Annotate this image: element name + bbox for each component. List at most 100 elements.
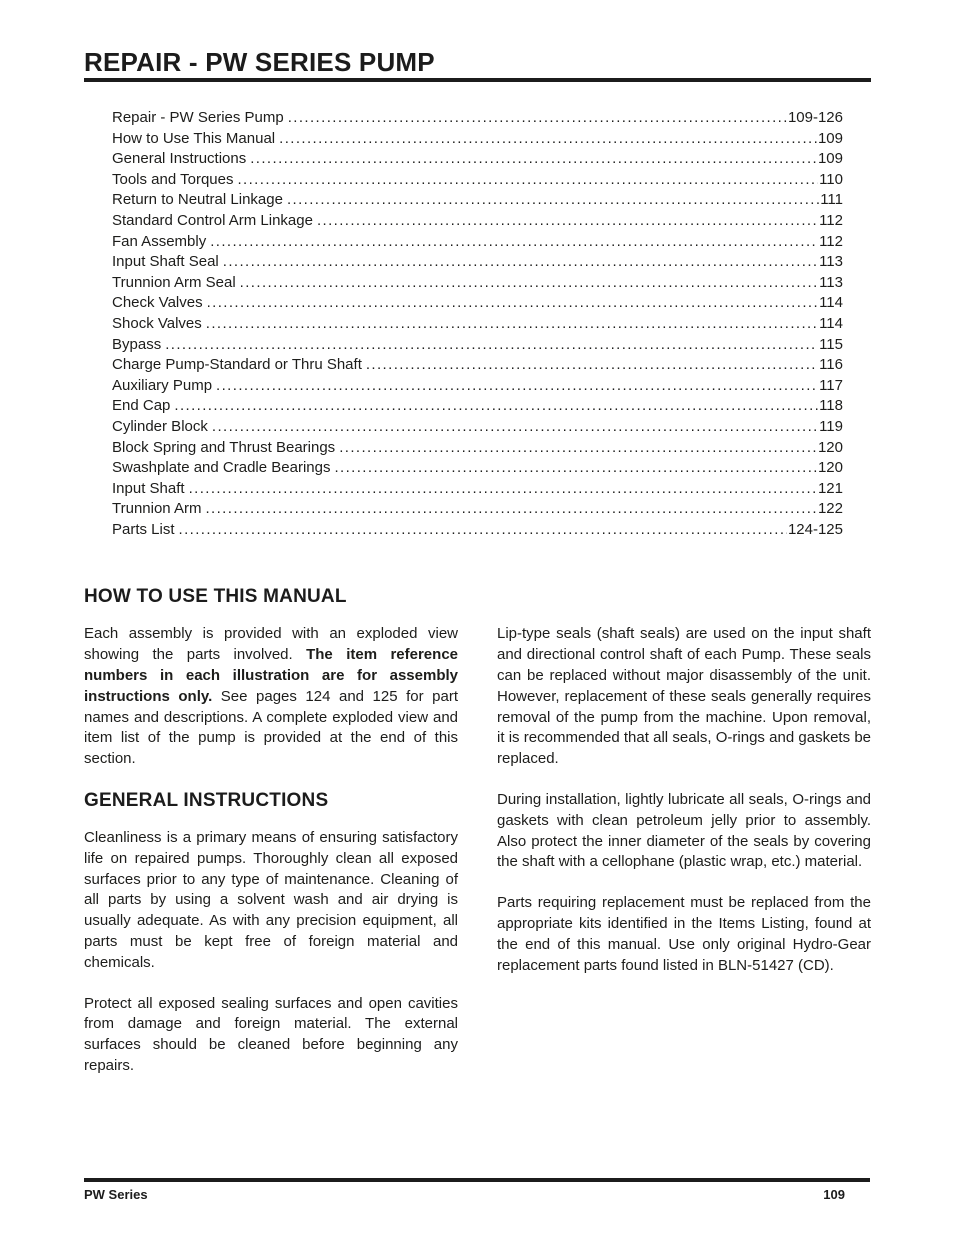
toc-row: Check Valves 114 — [112, 293, 843, 314]
right-column: Lip-type seals (shaft seals) are used on… — [497, 586, 871, 1096]
table-of-contents: Repair - PW Series Pump 109-126 How to U… — [112, 108, 843, 540]
toc-row: How to Use This Manual 109 — [112, 129, 843, 150]
toc-row: Block Spring and Thrust Bearings 120 — [112, 438, 843, 459]
body-columns: HOW TO USE THIS MANUAL Each assembly is … — [84, 586, 871, 1096]
footer-page-number: 109 — [823, 1187, 845, 1202]
toc-row: General Instructions 109 — [112, 149, 843, 170]
page-title: REPAIR - PW SERIES PUMP — [84, 47, 435, 77]
toc-row: Cylinder Block 119 — [112, 417, 843, 438]
toc-row: Repair - PW Series Pump 109-126 — [112, 108, 843, 129]
general-instructions-heading: GENERAL INSTRUCTIONS — [84, 790, 329, 812]
toc-leader-dots — [165, 335, 818, 356]
toc-leader-dots — [189, 479, 817, 500]
toc-row: End Cap 118 — [112, 396, 843, 417]
toc-row: Tools and Torques 110 — [112, 170, 843, 191]
toc-entry-label: Tools and Torques — [112, 170, 234, 188]
toc-row: Input Shaft 121 — [112, 479, 843, 500]
toc-leader-dots — [288, 108, 787, 129]
toc-entry-page: 111 — [820, 191, 843, 209]
title-block: REPAIR - PW SERIES PUMP — [84, 48, 871, 82]
how-to-use-heading: HOW TO USE THIS MANUAL — [84, 586, 347, 608]
toc-leader-dots — [250, 149, 817, 170]
toc-leader-dots — [223, 252, 818, 273]
toc-entry-page: 109-126 — [787, 109, 843, 126]
toc-entry-page: 110 — [819, 170, 843, 188]
toc-leader-dots — [206, 314, 818, 335]
toc-entry-page: 113 — [819, 273, 843, 291]
toc-entry-page: 117 — [819, 376, 843, 394]
toc-row: Standard Control Arm Linkage 112 — [112, 211, 843, 232]
toc-row: Return to Neutral Linkage 111 — [112, 190, 843, 211]
toc-entry-page: 115 — [819, 335, 843, 353]
toc-entry-page: 109 — [817, 129, 843, 147]
toc-entry-label: Auxiliary Pump — [112, 376, 213, 394]
toc-leader-dots — [210, 232, 818, 253]
toc-leader-dots — [207, 293, 818, 314]
toc-entry-label: End Cap — [112, 397, 171, 415]
right-column-paragraph-2: During installation, lightly lubricate a… — [497, 791, 871, 871]
toc-entry-page: 112 — [819, 211, 843, 229]
toc-row: Fan Assembly 112 — [112, 232, 843, 253]
toc-entry-page: 118 — [819, 397, 843, 415]
toc-row: Auxiliary Pump 117 — [112, 376, 843, 397]
toc-entry-label: Cylinder Block — [112, 417, 208, 435]
toc-entry-label: Input Shaft — [112, 479, 185, 497]
toc-row: Swashplate and Cradle Bearings 120 — [112, 458, 843, 479]
toc-entry-page: 113 — [819, 253, 843, 271]
toc-leader-dots — [366, 355, 818, 376]
toc-entry-label: Bypass — [112, 335, 162, 353]
toc-entry-page: 112 — [819, 232, 843, 250]
toc-entry-page: 120 — [817, 438, 843, 456]
toc-row: Input Shaft Seal 113 — [112, 252, 843, 273]
toc-leader-dots — [240, 273, 818, 294]
toc-entry-label: Return to Neutral Linkage — [112, 191, 283, 209]
toc-entry-page: 114 — [819, 294, 843, 312]
toc-row: Parts List 124-125 — [112, 520, 843, 541]
toc-leader-dots — [317, 211, 818, 232]
toc-row: Bypass 115 — [112, 335, 843, 356]
toc-entry-page: 122 — [817, 500, 843, 518]
toc-entry-label: Standard Control Arm Linkage — [112, 211, 313, 229]
toc-entry-label: Input Shaft Seal — [112, 253, 219, 271]
toc-leader-dots — [279, 129, 817, 150]
toc-entry-label: Block Spring and Thrust Bearings — [112, 438, 336, 456]
toc-leader-dots — [174, 396, 818, 417]
toc-row: Shock Valves 114 — [112, 314, 843, 335]
how-to-use-lead: Each assembly is provided with an explod… — [84, 625, 458, 664]
toc-entry-page: 124-125 — [787, 520, 843, 538]
toc-leader-dots — [216, 376, 818, 397]
toc-entry-page: 121 — [817, 479, 843, 497]
how-to-use-paragraph: Each assembly is provided with an explod… — [84, 624, 458, 770]
page-content: REPAIR - PW SERIES PUMP Repair - PW Seri… — [84, 0, 871, 1097]
toc-entry-label: Trunnion Arm — [112, 500, 202, 518]
toc-entry-label: Fan Assembly — [112, 232, 207, 250]
toc-entry-label: General Instructions — [112, 150, 247, 168]
toc-leader-dots — [212, 417, 818, 438]
right-column-paragraph-3: Parts requiring replacement must be repl… — [497, 894, 871, 974]
toc-entry-label: Swashplate and Cradle Bearings — [112, 459, 331, 477]
toc-entry-label: Repair - PW Series Pump — [112, 109, 284, 126]
toc-leader-dots — [334, 458, 817, 479]
how-to-use-tail: See pages 124 and 125 for part names and… — [84, 687, 458, 768]
right-column-paragraph-1: Lip-type seals (shaft seals) are used on… — [497, 625, 871, 768]
toc-entry-label: Shock Valves — [112, 314, 202, 332]
footer-series-label: PW Series — [84, 1187, 148, 1202]
toc-leader-dots — [237, 170, 818, 191]
toc-entry-label: Check Valves — [112, 294, 203, 312]
general-instructions-paragraph-2: Protect all exposed sealing surfaces and… — [84, 994, 458, 1075]
toc-row: Trunnion Arm Seal 113 — [112, 273, 843, 294]
toc-leader-dots — [287, 190, 819, 211]
toc-entry-page: 116 — [819, 356, 843, 374]
toc-entry-page: 109 — [817, 150, 843, 168]
toc-leader-dots — [205, 499, 816, 520]
toc-leader-dots — [339, 438, 817, 459]
toc-entry-label: Charge Pump-Standard or Thru Shaft — [112, 356, 362, 374]
toc-entry-page: 120 — [817, 459, 843, 477]
general-instructions-paragraph-1: Cleanliness is a primary means of ensuri… — [84, 829, 458, 971]
left-column: HOW TO USE THIS MANUAL Each assembly is … — [84, 586, 458, 1096]
toc-entry-label: Trunnion Arm Seal — [112, 273, 236, 291]
toc-entry-label: Parts List — [112, 520, 175, 538]
toc-leader-dots — [179, 520, 787, 541]
toc-row: Charge Pump-Standard or Thru Shaft 116 — [112, 355, 843, 376]
how-to-use-bold-note: The item reference numbers in each illus… — [84, 646, 458, 705]
